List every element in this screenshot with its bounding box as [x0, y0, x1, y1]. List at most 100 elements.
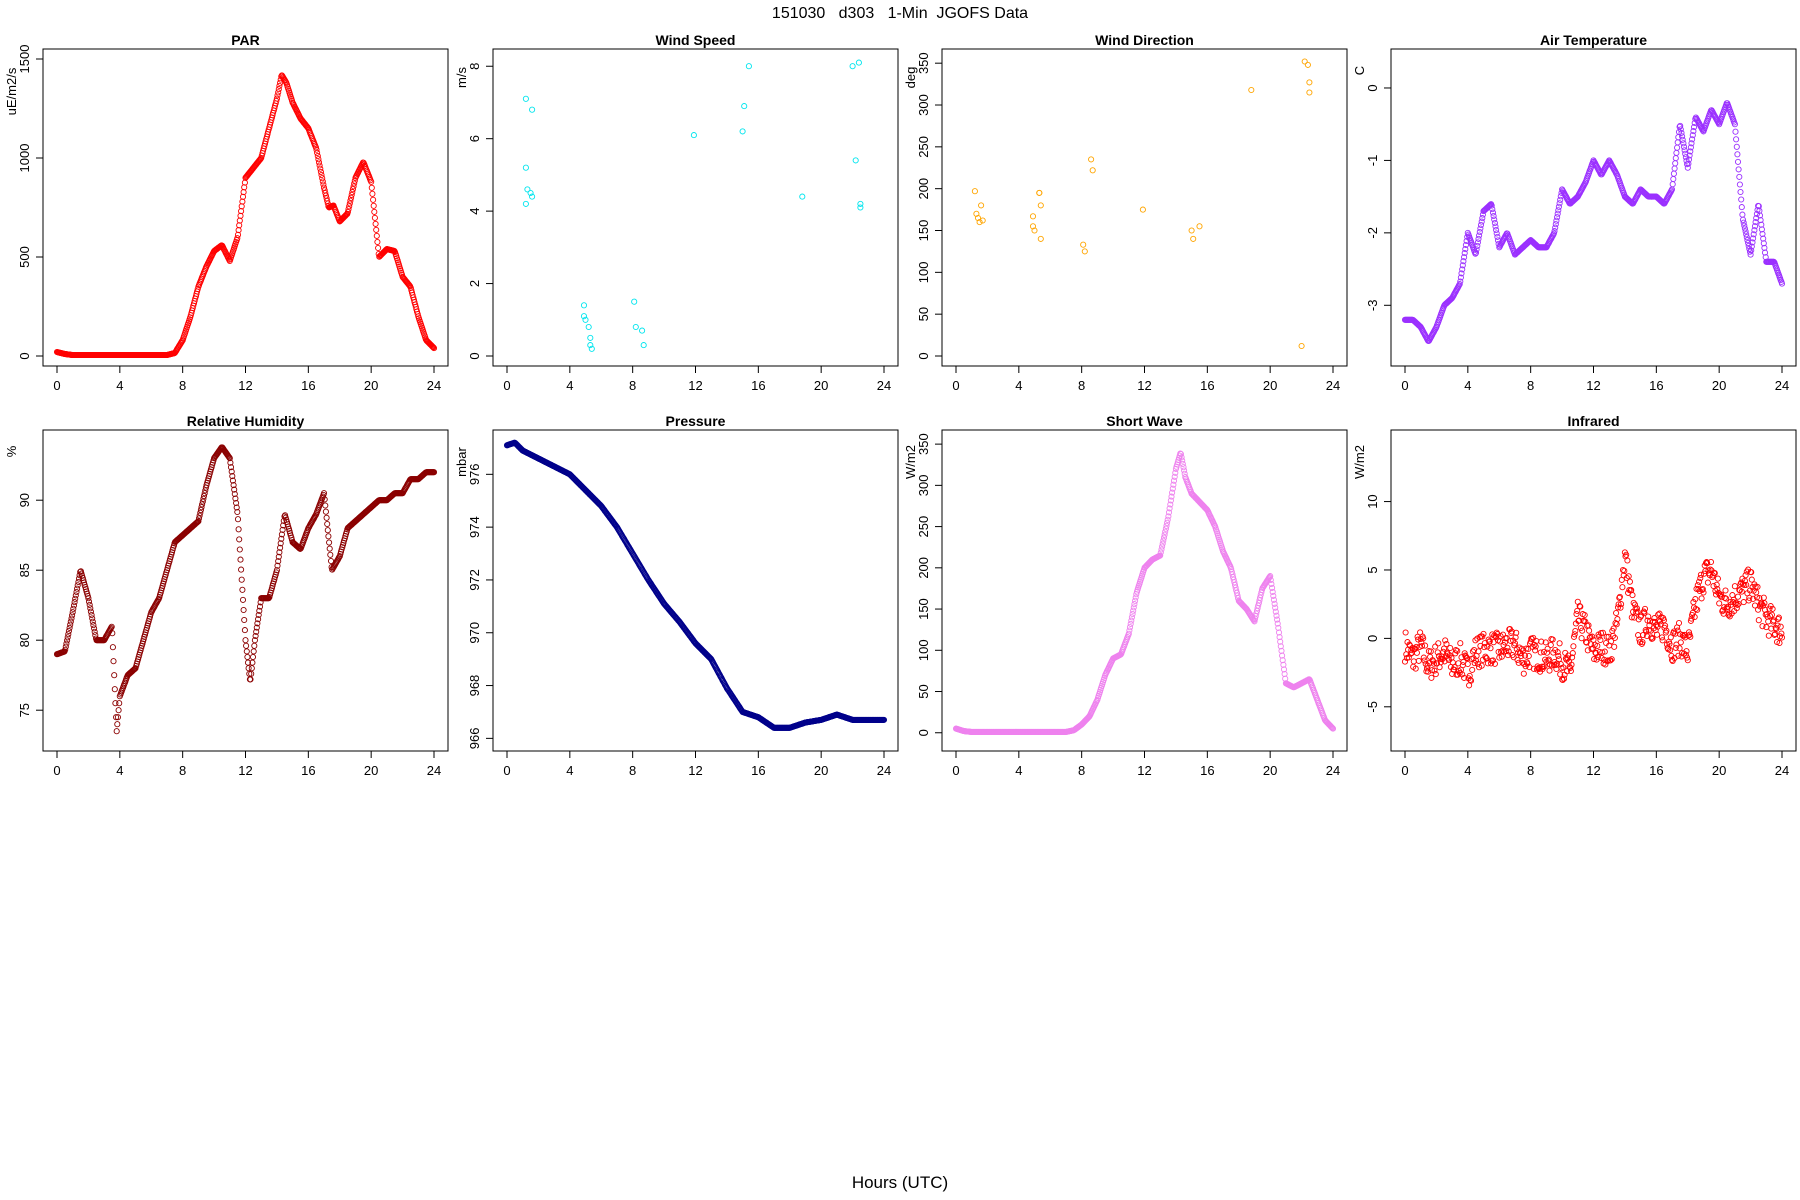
data-point — [239, 193, 247, 200]
data-point — [1731, 583, 1738, 590]
data-point — [1769, 605, 1776, 612]
data-point — [327, 557, 335, 565]
data-point — [324, 527, 331, 534]
data-point — [68, 615, 75, 622]
data-point — [1752, 219, 1759, 226]
data-point — [66, 624, 73, 631]
data-point — [1537, 649, 1544, 656]
plot-frame — [42, 429, 449, 752]
data-point — [1751, 227, 1758, 234]
data-point — [327, 551, 334, 558]
data-point — [1629, 592, 1636, 599]
data-point — [1131, 601, 1138, 608]
data-points — [1401, 100, 1786, 344]
x-axis: 0 4 8 12 16 20 24 — [53, 365, 441, 393]
data-point — [371, 208, 378, 215]
data-point — [1524, 660, 1531, 667]
y-tick-label: 976 — [467, 463, 482, 485]
y-tick-label: 250 — [916, 516, 931, 538]
data-point — [1743, 234, 1750, 241]
data-point — [1605, 633, 1612, 640]
data-point — [1267, 576, 1274, 584]
data-point — [527, 189, 534, 197]
y-tick-label: 0 — [1365, 635, 1380, 642]
x-tick-label: 20 — [364, 378, 378, 393]
y-tick-label: -3 — [1365, 300, 1380, 312]
data-point — [1688, 140, 1695, 147]
data-point — [1754, 583, 1761, 590]
data-point — [1540, 648, 1547, 655]
data-point — [1741, 577, 1748, 584]
data-point — [1603, 633, 1610, 640]
data-point — [275, 553, 282, 560]
data-point — [1126, 627, 1133, 634]
data-point — [430, 344, 437, 351]
data-point — [232, 495, 239, 502]
data-point — [1478, 662, 1485, 669]
data-point — [348, 194, 355, 201]
x-tick-label: 24 — [877, 763, 891, 778]
data-point — [1685, 160, 1692, 167]
data-point — [1687, 633, 1694, 640]
data-point — [1567, 664, 1574, 672]
data-point — [1554, 649, 1561, 656]
data-point — [1518, 652, 1525, 660]
data-point — [1686, 152, 1693, 159]
data-point — [239, 586, 246, 593]
data-point — [1732, 128, 1739, 135]
plot-frame — [492, 48, 899, 367]
y-axis: 0 500 1000 1500 — [17, 45, 44, 360]
data-point — [115, 707, 122, 714]
data-point — [320, 490, 328, 497]
data-point — [1698, 595, 1705, 602]
data-point — [1514, 656, 1521, 663]
data-point — [1532, 647, 1539, 654]
data-point — [1680, 143, 1688, 150]
data-point — [1270, 596, 1277, 603]
data-point — [1599, 649, 1606, 656]
data-point — [1498, 653, 1505, 660]
data-point — [1159, 543, 1166, 550]
data-point — [1750, 595, 1757, 602]
data-point — [345, 206, 352, 213]
data-point — [1569, 650, 1576, 657]
data-point — [852, 157, 859, 164]
data-point — [113, 714, 120, 721]
data-point — [323, 514, 330, 521]
data-point — [1278, 647, 1285, 654]
data-point — [1722, 587, 1729, 594]
data-point — [1328, 724, 1335, 731]
data-point — [227, 459, 234, 466]
y-tick-label: -5 — [1365, 701, 1380, 713]
data-point — [368, 178, 375, 185]
data-point — [315, 159, 323, 166]
data-point — [1412, 665, 1419, 672]
data-point — [85, 595, 92, 602]
data-point — [1461, 250, 1468, 257]
x-tick-label: 24 — [1775, 763, 1789, 778]
data-point — [1542, 639, 1549, 646]
data-point — [324, 520, 331, 528]
data-point — [1623, 551, 1630, 558]
data-point — [322, 502, 329, 509]
data-point — [414, 310, 421, 318]
data-point — [1736, 181, 1743, 188]
data-point — [1163, 522, 1170, 529]
data-point — [1670, 175, 1677, 183]
data-point — [1555, 207, 1562, 214]
data-point — [1512, 634, 1519, 641]
data-point — [1475, 648, 1482, 655]
data-point — [1413, 649, 1420, 656]
data-point — [369, 190, 376, 197]
data-point — [131, 665, 138, 672]
data-point — [1165, 509, 1173, 516]
data-point — [249, 653, 257, 661]
data-point — [1464, 655, 1471, 662]
x-tick-label: 8 — [629, 378, 636, 393]
data-point — [229, 473, 236, 480]
data-point — [250, 648, 257, 655]
data-point — [320, 181, 327, 188]
data-point — [1678, 129, 1685, 136]
x-tick-label: 24 — [1775, 378, 1789, 393]
data-point — [85, 598, 93, 605]
